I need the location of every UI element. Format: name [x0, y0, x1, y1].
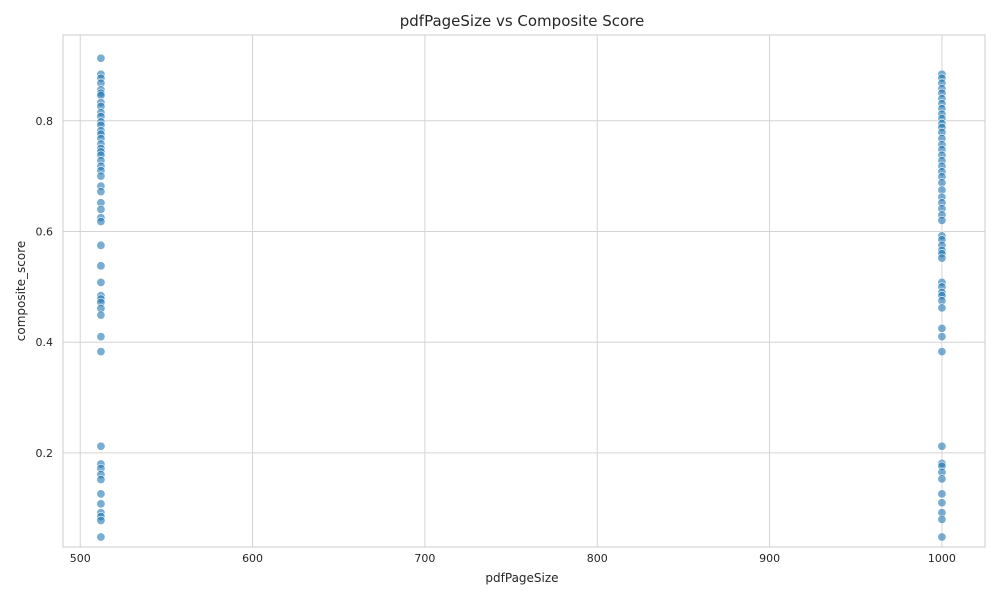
data-point — [937, 303, 947, 313]
data-point — [937, 215, 947, 225]
data-point — [937, 253, 947, 263]
y-tick-label: 0.8 — [36, 115, 54, 128]
y-axis-label: composite_score — [14, 241, 28, 342]
data-point — [937, 332, 947, 342]
y-tick-label: 0.6 — [36, 225, 54, 238]
data-point — [96, 441, 106, 451]
data-point — [96, 217, 106, 227]
x-tick-label: 1000 — [928, 552, 956, 565]
data-point — [937, 347, 947, 357]
y-axis-ticks: 0.2 0.4 0.6 0.8 — [36, 115, 54, 460]
y-tick-label: 0.4 — [36, 336, 54, 349]
data-point — [937, 532, 947, 542]
chart-title: pdfPageSize vs Composite Score — [400, 12, 645, 30]
x-tick-label: 700 — [414, 552, 435, 565]
data-point — [937, 441, 947, 451]
data-point — [96, 277, 106, 287]
data-point — [96, 204, 106, 214]
data-point — [937, 323, 947, 333]
data-point — [96, 240, 106, 250]
data-point — [96, 53, 106, 63]
x-tick-label: 900 — [759, 552, 780, 565]
data-point — [937, 514, 947, 524]
x-tick-label: 800 — [587, 552, 608, 565]
data-point — [96, 171, 106, 181]
data-point — [96, 261, 106, 271]
data-point — [96, 310, 106, 320]
data-points — [96, 53, 947, 542]
y-tick-label: 0.2 — [36, 447, 54, 460]
data-point — [96, 187, 106, 197]
x-tick-label: 600 — [242, 552, 263, 565]
data-point — [937, 489, 947, 499]
data-point — [96, 515, 106, 525]
data-point — [96, 332, 106, 342]
data-point — [937, 498, 947, 508]
data-point — [96, 489, 106, 499]
x-axis-label: pdfPageSize — [485, 571, 558, 585]
x-axis-ticks: 500 600 700 800 900 1000 — [70, 552, 956, 565]
data-point — [96, 347, 106, 357]
x-tick-label: 500 — [70, 552, 91, 565]
data-point — [96, 532, 106, 542]
data-point — [96, 474, 106, 484]
data-point — [937, 474, 947, 484]
data-point — [96, 499, 106, 509]
plot-area-frame — [62, 34, 986, 548]
